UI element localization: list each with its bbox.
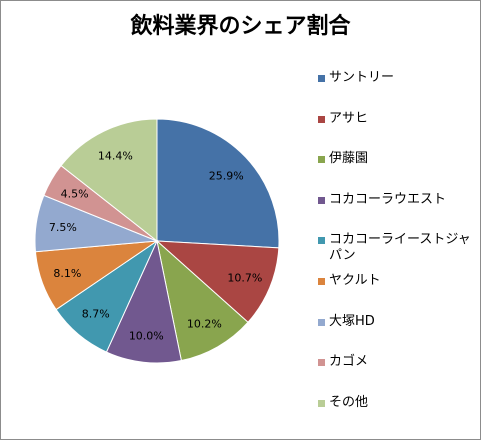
- pie-slice: [156, 118, 280, 249]
- chart-title: 飲料業界のシェア割合: [130, 14, 351, 39]
- legend-label: その他: [329, 394, 369, 410]
- data-label: 7.5%: [49, 221, 77, 234]
- data-label: 14.4%: [98, 149, 133, 162]
- data-label: 10.0%: [129, 330, 164, 343]
- legend-swatch: [318, 75, 325, 82]
- legend-label: サントリー: [329, 70, 395, 85]
- legend-label: 伊藤園: [329, 151, 369, 167]
- data-label: 4.5%: [61, 187, 89, 200]
- legend-label: コカコーラウエスト: [329, 191, 447, 207]
- data-label: 10.7%: [227, 271, 262, 284]
- legend-swatch: [318, 237, 325, 245]
- pie-slice: [155, 240, 280, 323]
- legend-swatch: [318, 399, 325, 407]
- data-label: 25.9%: [209, 170, 244, 183]
- legend-swatch: [318, 359, 325, 367]
- legend-label: カゴメ: [329, 354, 369, 370]
- legend-swatch: [318, 115, 325, 123]
- legend-label: 大塚HD: [329, 313, 375, 329]
- legend-swatch: [318, 196, 325, 204]
- pie-slice: [60, 118, 158, 243]
- legend-swatch: [318, 277, 325, 285]
- pie-slice: [156, 239, 249, 362]
- pie-slice: [105, 239, 182, 364]
- data-label: 8.1%: [53, 267, 81, 280]
- data-label: 8.7%: [82, 308, 110, 321]
- legend-swatch: [318, 156, 325, 164]
- legend-label: コカコーライーストジャパン: [329, 232, 471, 264]
- data-label: 10.2%: [187, 318, 222, 331]
- legend-swatch: [318, 318, 325, 326]
- legend-label: ヤクルト: [329, 272, 381, 288]
- legend-label: アサヒ: [329, 110, 369, 126]
